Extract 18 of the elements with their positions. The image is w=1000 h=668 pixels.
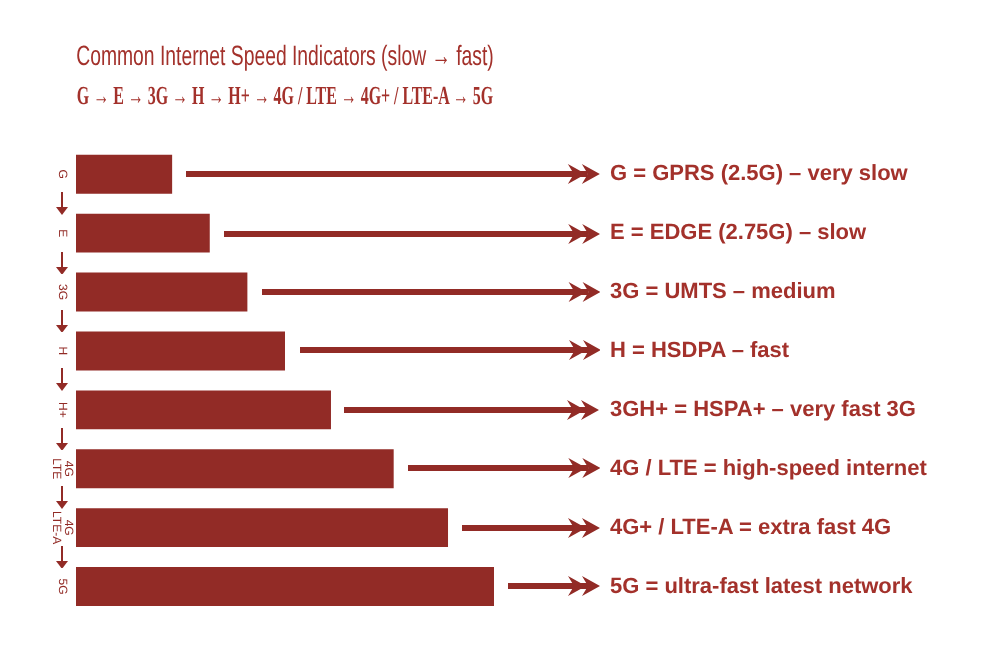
bar (76, 567, 494, 606)
text: H = HSDPA – fast (610, 339, 790, 364)
text: 4G+ / LTE-A = extra fast 4G (610, 515, 892, 540)
text: 5G = ultra-fast latest network (610, 574, 915, 599)
text: 3G = UMTS – medium (610, 280, 836, 305)
bar (76, 154, 173, 194)
chart-subtitle: G → E → 3G → H → H+ → 4G / LTE → 4G+ / LTE-A → 5G (76, 82, 495, 112)
bar (76, 331, 285, 371)
bar (76, 449, 394, 489)
bar (76, 213, 210, 253)
bar (76, 390, 331, 430)
text: E = EDGE (2.75G) – slow (610, 221, 868, 246)
bar (76, 508, 449, 548)
text: 4G / LTE = high-speed internet (610, 456, 928, 481)
bar (76, 272, 248, 312)
text: G = GPRS (2.5G) – very slow (610, 162, 909, 187)
text: 3GH+ = HSPA+ – very fast 3G (610, 397, 916, 422)
chart-title: Common Internet Speed Indicators (slow → fast) (76, 38, 494, 72)
